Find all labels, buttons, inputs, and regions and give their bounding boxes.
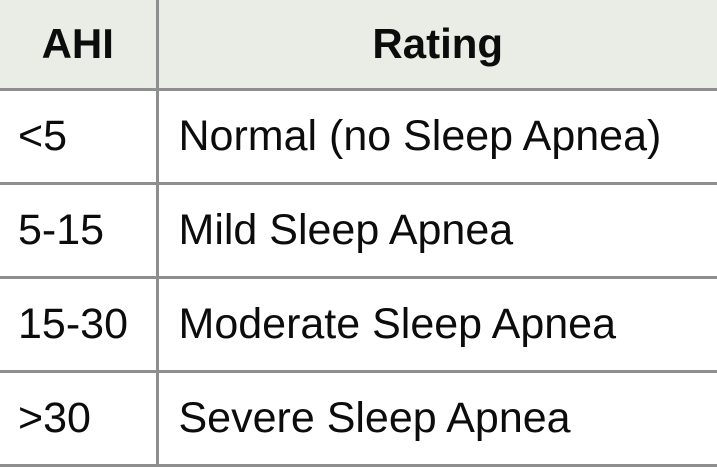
ahi-cell: 15-30 <box>0 276 159 373</box>
table-row: 5-15 Mild Sleep Apnea <box>0 182 717 279</box>
ahi-cell: >30 <box>0 370 159 467</box>
ahi-cell: <5 <box>0 88 159 185</box>
ahi-cell: 5-15 <box>0 182 159 279</box>
table-row: <5 Normal (no Sleep Apnea) <box>0 88 717 185</box>
rating-cell: Mild Sleep Apnea <box>155 182 717 279</box>
table-row: 15-30 Moderate Sleep Apnea <box>0 276 717 373</box>
rating-cell: Normal (no Sleep Apnea) <box>155 88 717 185</box>
table-row: >30 Severe Sleep Apnea <box>0 370 717 467</box>
rating-cell: Moderate Sleep Apnea <box>155 276 717 373</box>
rating-cell: Severe Sleep Apnea <box>155 370 717 467</box>
table-header-row: AHI Rating <box>0 0 717 91</box>
rating-column-header: Rating <box>155 0 717 91</box>
ahi-column-header: AHI <box>0 0 159 91</box>
